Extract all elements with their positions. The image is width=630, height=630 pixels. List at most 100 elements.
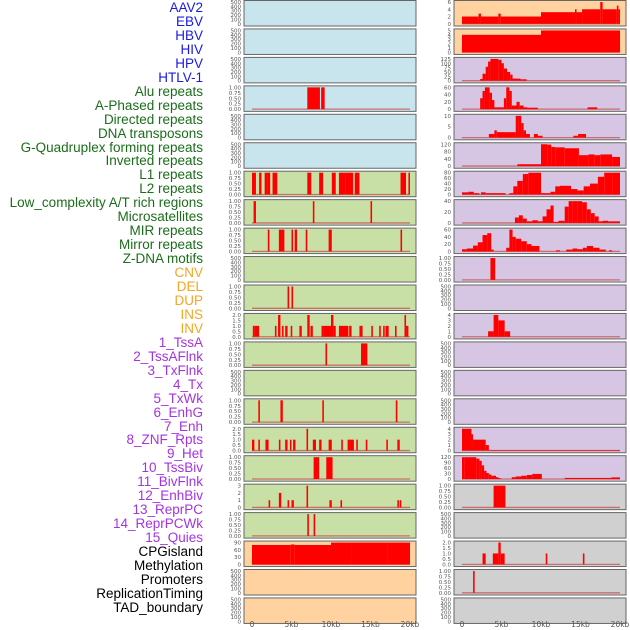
data-bar	[553, 221, 559, 223]
data-bar	[611, 477, 620, 479]
track-label: 10_TssBiv	[141, 460, 203, 476]
y-tick-label: 2.0	[442, 541, 451, 547]
y-tick-label: 80	[444, 171, 451, 177]
y-tick-label: 400	[441, 346, 452, 352]
data-bar	[517, 164, 520, 167]
y-tick-label: 300	[441, 521, 452, 527]
y-tick-label: 1.00	[229, 512, 242, 518]
data-bar	[618, 9, 620, 24]
panel-background	[243, 28, 417, 55]
data-bar	[252, 439, 255, 451]
data-bar	[371, 325, 373, 337]
data-bar	[518, 215, 523, 223]
track-panel: 0.000.250.500.751.00	[229, 398, 417, 426]
data-bar	[306, 428, 309, 451]
y-tick-label: 200	[441, 611, 452, 617]
data-bar	[383, 325, 385, 337]
data-bar	[278, 314, 281, 337]
data-bar	[464, 457, 477, 479]
data-bar	[551, 146, 556, 167]
data-bar	[285, 325, 288, 337]
data-bar	[542, 216, 547, 223]
data-bar	[473, 245, 478, 252]
y-tick-label: 200	[231, 155, 242, 161]
panel-background	[453, 256, 627, 283]
data-bar	[480, 98, 483, 110]
y-tick-label: 40	[444, 235, 451, 241]
y-tick-label: 0	[448, 534, 452, 540]
y-tick-label: 0.00	[229, 420, 242, 426]
data-bar	[473, 439, 486, 451]
panel-background	[453, 341, 627, 368]
data-bar	[462, 428, 472, 451]
y-tick-label: 500	[231, 569, 242, 575]
track-label: TAD_boundary	[113, 599, 203, 615]
data-bar	[387, 542, 410, 565]
data-bar	[541, 193, 551, 195]
data-bar	[400, 172, 407, 195]
data-bar	[586, 245, 594, 252]
data-bar	[612, 156, 620, 167]
y-tick-label: 500	[231, 142, 242, 148]
y-tick-label: 5	[448, 125, 452, 131]
data-bar	[608, 221, 620, 223]
y-tick-label: 0.25	[229, 528, 242, 534]
y-tick-label: 400	[231, 573, 242, 579]
y-tick-label: 300	[441, 606, 452, 612]
x-tick-label: 10kb	[322, 620, 341, 629]
data-bar	[328, 439, 332, 451]
data-bar	[517, 180, 523, 195]
y-tick-label: 300	[231, 66, 242, 72]
data-bar	[571, 189, 578, 195]
y-tick-label: 400	[441, 374, 452, 380]
track-label: AAV2	[169, 0, 203, 15]
data-bar	[400, 229, 403, 252]
y-tick-label: 0	[238, 22, 242, 28]
data-bar	[462, 249, 467, 252]
y-tick-label: 100	[441, 615, 452, 621]
y-tick-label: 0.50	[229, 210, 242, 216]
y-tick-label: 0	[448, 22, 452, 28]
y-tick-label: 0.25	[229, 415, 242, 421]
data-bar	[258, 439, 260, 451]
y-tick-label: 0.50	[439, 580, 452, 586]
data-bar	[602, 9, 617, 24]
y-tick-label: 300	[231, 578, 242, 584]
data-bar	[493, 314, 499, 337]
data-bar	[523, 107, 528, 110]
y-tick-label: 300	[441, 293, 452, 299]
x-tick-label: 0	[250, 620, 255, 629]
data-bar	[484, 87, 490, 110]
data-bar	[511, 477, 516, 479]
y-tick-label: 0.25	[439, 500, 452, 506]
y-tick-label: 0.00	[439, 591, 452, 597]
y-tick-label: 3	[448, 37, 452, 43]
data-bar	[397, 439, 400, 451]
data-bar	[488, 450, 620, 451]
data-bar	[516, 101, 520, 110]
data-bar	[515, 476, 522, 479]
y-tick-label: 2.0	[232, 313, 241, 319]
y-tick-label: 500	[231, 0, 242, 6]
data-bar	[252, 544, 291, 565]
y-tick-label: 200	[231, 269, 242, 275]
data-bar	[347, 439, 350, 451]
data-bar	[541, 30, 620, 53]
data-bar	[572, 201, 578, 223]
y-tick-label: 1.5	[442, 546, 451, 552]
y-tick-label: 0.75	[439, 262, 452, 268]
data-bar	[482, 90, 485, 110]
data-bar	[312, 201, 315, 223]
y-tick-label: 500	[441, 398, 452, 404]
track-panel: 0.000.250.500.751.00	[439, 483, 627, 511]
data-bar	[265, 439, 269, 451]
data-bar	[600, 2, 603, 24]
data-bar	[515, 115, 519, 138]
data-bar	[479, 460, 482, 479]
y-tick-label: 4	[448, 7, 452, 13]
y-tick-label: 0	[448, 221, 452, 227]
